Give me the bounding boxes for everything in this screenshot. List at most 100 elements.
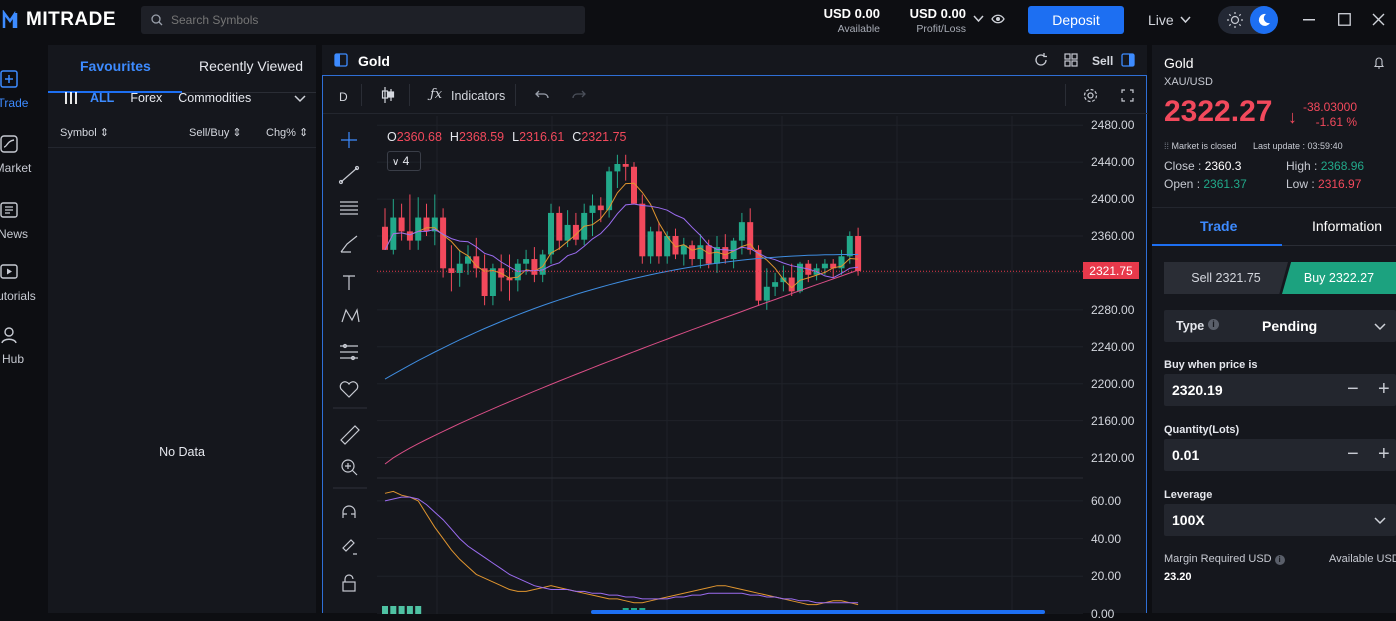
- chevron-down-icon[interactable]: [973, 15, 984, 23]
- tab-favourites[interactable]: Favourites: [80, 58, 151, 74]
- brand-logo[interactable]: MITRADE: [2, 9, 116, 31]
- stat-high: High : 2368.96: [1286, 159, 1364, 173]
- redo-icon[interactable]: [572, 90, 586, 100]
- candle-up: [606, 171, 613, 211]
- candle-down: [622, 164, 629, 167]
- zoom-in-icon[interactable]: [341, 459, 358, 476]
- trend-line-icon[interactable]: [338, 165, 360, 185]
- order-type-select[interactable]: Type i Pending: [1164, 310, 1396, 342]
- lock-drawing-icon[interactable]: [342, 539, 357, 555]
- panel-toggle-icon[interactable]: [1121, 53, 1135, 67]
- layout-grid-icon[interactable]: [1064, 53, 1078, 67]
- tab-information[interactable]: Information: [1312, 218, 1383, 234]
- eye-icon[interactable]: [991, 13, 1005, 25]
- filter-forex[interactable]: Forex: [130, 91, 163, 105]
- indicators-button[interactable]: Indicators: [451, 89, 506, 103]
- pl-label: Profit/Loss: [916, 23, 966, 35]
- text-tool-icon[interactable]: [343, 275, 355, 290]
- sell-label[interactable]: Sell: [1092, 54, 1114, 68]
- measure-lines-icon[interactable]: [340, 343, 358, 361]
- theme-toggle[interactable]: [1218, 6, 1278, 34]
- col-chg[interactable]: Chg% ⇕: [266, 126, 308, 139]
- chart-frame: D ƒx Indicators: [322, 75, 1148, 621]
- col-sellbuy[interactable]: Sell/Buy ⇕: [189, 126, 242, 139]
- tab-trade[interactable]: Trade: [1200, 218, 1238, 234]
- sidebar-toggle-icon[interactable]: [334, 53, 348, 67]
- indicator-count-toggle[interactable]: ∨ 4: [387, 151, 421, 171]
- empty-state: No Data: [159, 445, 205, 459]
- candle-up: [456, 263, 463, 273]
- quantity-stepper[interactable]: 0.01 − +: [1164, 439, 1396, 471]
- candle-up: [431, 217, 438, 232]
- horizontal-lines-icon[interactable]: [340, 201, 358, 215]
- function-icon[interactable]: ƒx: [430, 87, 443, 102]
- info-icon[interactable]: i: [1208, 319, 1219, 330]
- candle-down: [406, 231, 413, 241]
- histogram-bar: [398, 606, 405, 614]
- buy-when-label: Buy when price is: [1164, 359, 1258, 371]
- open-stat: 2361.37: [1203, 177, 1247, 191]
- magnet-icon[interactable]: [342, 505, 356, 518]
- crosshair-icon[interactable]: [341, 132, 357, 148]
- sell-button[interactable]: Sell 2321.75: [1164, 262, 1288, 294]
- plus-icon[interactable]: +: [1378, 378, 1390, 400]
- price-tick-label: 2160.00: [1091, 413, 1135, 428]
- search-input[interactable]: [171, 13, 551, 27]
- favorite-heart-icon[interactable]: [339, 381, 359, 398]
- buy-button[interactable]: Buy 2322.27: [1282, 262, 1396, 294]
- timeframe-button[interactable]: D: [339, 90, 348, 104]
- candle-down: [689, 245, 696, 260]
- undo-icon[interactable]: [535, 90, 549, 100]
- deposit-button[interactable]: Deposit: [1028, 6, 1124, 34]
- close-icon[interactable]: [1372, 13, 1385, 26]
- columns-icon[interactable]: [64, 92, 78, 104]
- bell-icon[interactable]: [1374, 57, 1384, 69]
- toolbar-divider: [361, 84, 362, 106]
- account-mode-select[interactable]: Live: [1148, 12, 1191, 28]
- pattern-icon[interactable]: [341, 308, 360, 323]
- plus-square-icon: [0, 70, 18, 88]
- settings-gear-icon[interactable]: [1083, 88, 1098, 103]
- filter-commodities[interactable]: Commodities: [178, 91, 252, 105]
- candlestick-type-icon[interactable]: [381, 87, 395, 103]
- fullscreen-icon[interactable]: [1121, 89, 1134, 102]
- candle-down: [788, 277, 795, 292]
- quantity-value[interactable]: 0.01: [1172, 447, 1200, 463]
- minimize-icon[interactable]: [1303, 19, 1315, 21]
- histogram-bar: [390, 606, 397, 614]
- buy-when-price-value[interactable]: 2320.19: [1172, 382, 1223, 398]
- plus-icon[interactable]: +: [1378, 443, 1390, 465]
- chevron-down-icon: ∨: [392, 157, 400, 168]
- ma-line-5: [384, 182, 859, 289]
- col-symbol[interactable]: Symbol ⇕: [60, 126, 109, 139]
- sort-icon: ⇕: [99, 127, 109, 139]
- buy-when-price-stepper[interactable]: 2320.19 − +: [1164, 374, 1396, 406]
- candle-up: [821, 263, 828, 269]
- price-change-percent: -1.61 %: [1315, 115, 1357, 129]
- oscillator-line-orange: [384, 490, 859, 606]
- chart-toolbar: D ƒx Indicators: [323, 76, 1148, 114]
- brush-icon[interactable]: [340, 235, 358, 253]
- price-chart[interactable]: [377, 116, 1083, 614]
- price-tick-label: 2280.00: [1091, 302, 1135, 317]
- scroll-bar: [591, 610, 1045, 614]
- refresh-icon[interactable]: [1034, 53, 1048, 67]
- candle-down: [398, 217, 405, 232]
- ruler-icon[interactable]: [340, 425, 360, 445]
- maximize-icon[interactable]: [1338, 13, 1351, 26]
- lock-icon[interactable]: [342, 574, 356, 592]
- minus-icon[interactable]: −: [1347, 378, 1359, 400]
- minus-icon[interactable]: −: [1347, 443, 1359, 465]
- search-box[interactable]: [141, 6, 585, 34]
- type-label: Type: [1176, 319, 1205, 333]
- tab-recently-viewed[interactable]: Recently Viewed: [199, 58, 304, 74]
- price-tick-label: 2400.00: [1091, 192, 1135, 207]
- open-key: O: [387, 130, 397, 144]
- info-icon[interactable]: i: [1274, 555, 1285, 565]
- nav-market-label: Market: [0, 161, 32, 175]
- last-update: Last update : 03:59:40: [1253, 141, 1343, 151]
- candle-down: [423, 217, 430, 232]
- leverage-select[interactable]: 100X: [1164, 504, 1396, 536]
- filter-all[interactable]: ALL: [90, 91, 115, 105]
- chevron-down-icon[interactable]: [294, 95, 306, 103]
